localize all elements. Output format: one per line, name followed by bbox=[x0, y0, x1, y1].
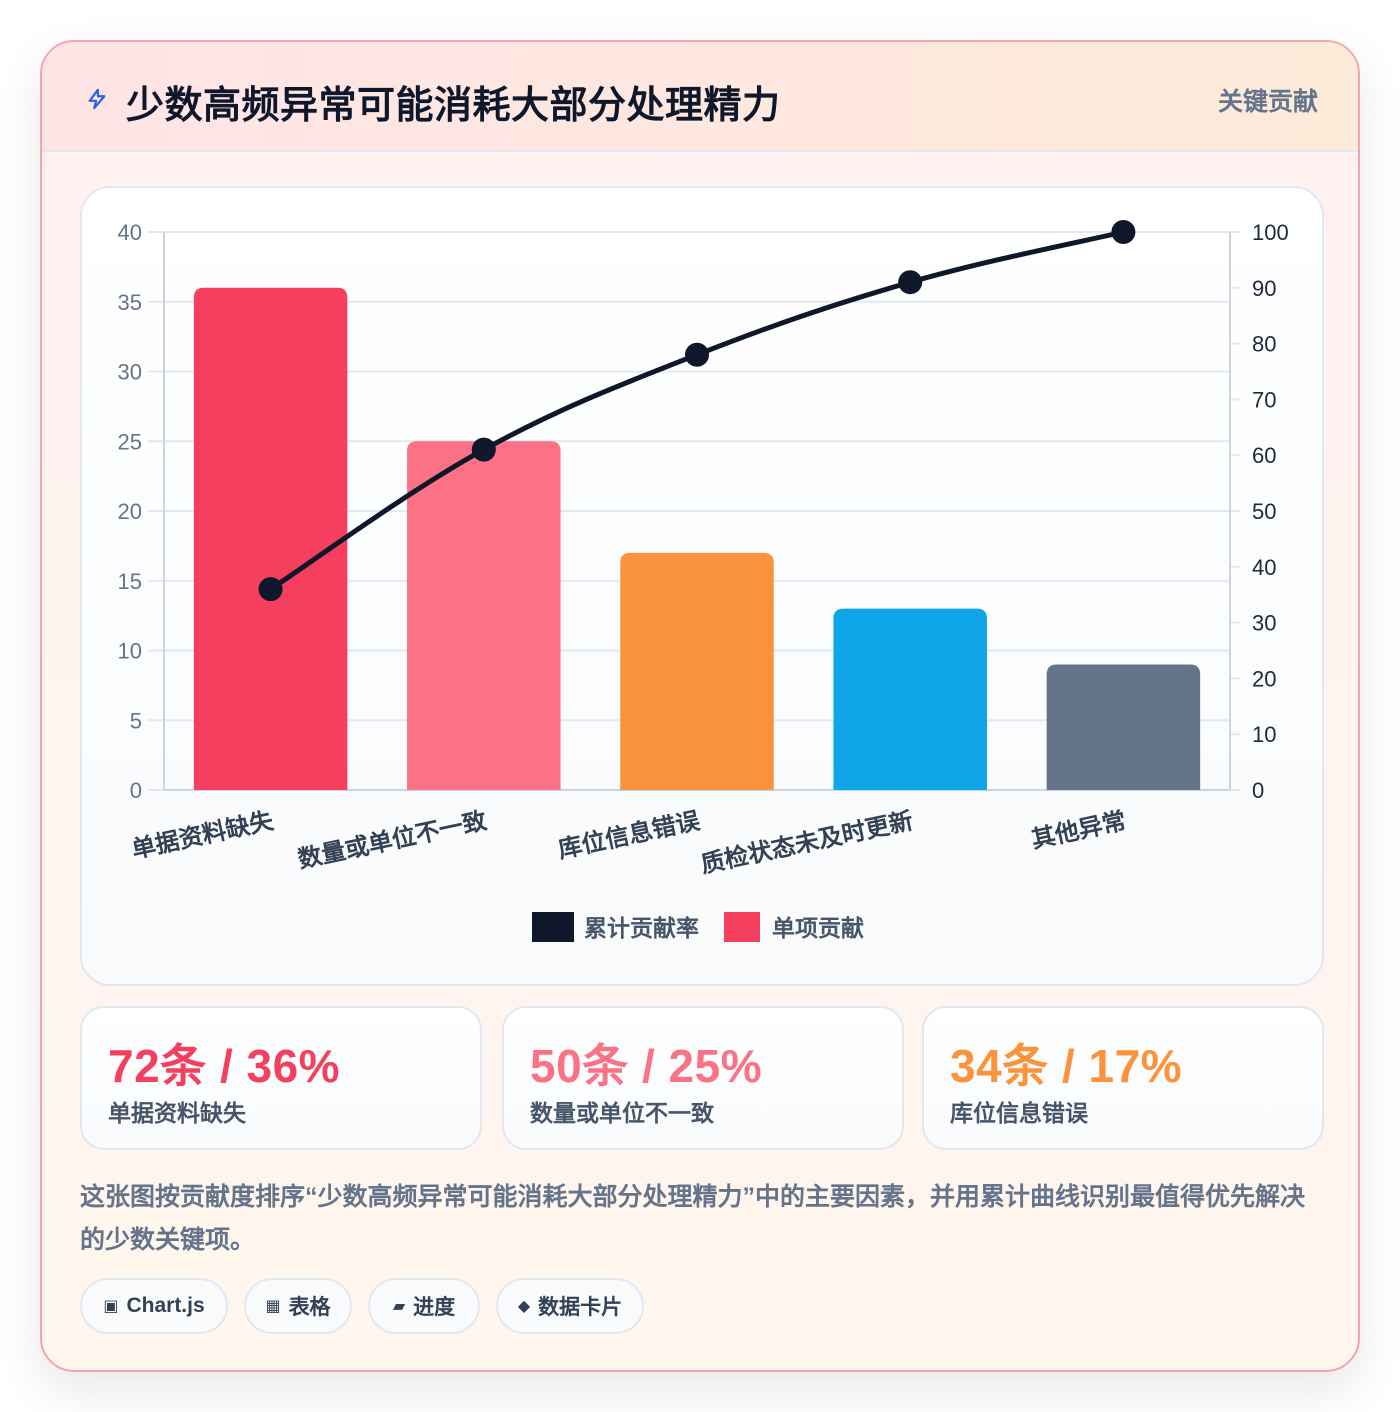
legend-label: 单项贡献 bbox=[772, 915, 864, 941]
chip-label: 数据卡片 bbox=[538, 1296, 623, 1319]
stat-card-3: 34条 / 17% 库位信息错误 bbox=[922, 1006, 1324, 1150]
chart-panel: 0 5 10 15 20 25 30 35 40 0 10 20 30 40 50 60 70 80 90 100 单据… bbox=[80, 186, 1324, 986]
cumulative-point bbox=[258, 577, 283, 602]
y-right-tick-label: 100 bbox=[1252, 220, 1289, 245]
stat-value: 72条 / 36% bbox=[108, 1040, 341, 1092]
table-grid-icon: ▦ bbox=[265, 1298, 281, 1315]
legend-label: 累计贡献率 bbox=[584, 915, 699, 941]
bar bbox=[1046, 664, 1201, 790]
y-right-tick-label: 50 bbox=[1252, 499, 1276, 524]
stat-label: 单据资料缺失 bbox=[108, 1100, 246, 1126]
stat-card-2: 50条 / 25% 数量或单位不一致 bbox=[502, 1006, 904, 1150]
cumulative-line bbox=[268, 229, 1126, 592]
diamond-icon: ◆ bbox=[517, 1298, 531, 1315]
y-right-tick-label: 0 bbox=[1252, 778, 1264, 803]
cumulative-point bbox=[1111, 220, 1136, 244]
bar bbox=[407, 441, 561, 790]
key-contribution-badge: 关键贡献 bbox=[1217, 88, 1318, 116]
stat-label: 库位信息错误 bbox=[950, 1100, 1088, 1126]
pareto-chart: 0 5 10 15 20 25 30 35 40 0 10 20 30 40 50 60 70 80 90 100 单据… bbox=[118, 220, 1289, 942]
y-left-tick-label: 40 bbox=[118, 220, 142, 245]
y-left-tick-label: 10 bbox=[118, 639, 142, 664]
x-tick-label: 数量或单位不一致 bbox=[295, 806, 490, 874]
stat-card-1: 72条 / 36% 单据资料缺失 bbox=[80, 1006, 482, 1150]
y-right-tick-label: 70 bbox=[1252, 387, 1276, 412]
stat-label: 数量或单位不一致 bbox=[530, 1100, 714, 1126]
card-header: 少数高频异常可能消耗大部分处理精力 关键贡献 bbox=[42, 42, 1358, 152]
lightning-bolt-icon bbox=[88, 88, 106, 110]
chart-description: 这张图按贡献度排序“少数高频异常可能消耗大部分处理精力”中的主要因素，并用累计曲… bbox=[80, 1183, 1306, 1254]
y-right-tick-label: 40 bbox=[1252, 555, 1276, 580]
y-left-tick-label: 30 bbox=[118, 360, 142, 385]
x-tick-label: 其他异常 bbox=[1029, 807, 1129, 853]
chip-label: 进度 bbox=[413, 1296, 456, 1319]
legend-swatch bbox=[532, 912, 574, 942]
y-left-tick-label: 25 bbox=[118, 429, 142, 454]
y-right-tick-label: 10 bbox=[1252, 722, 1276, 747]
stat-value: 34条 / 17% bbox=[950, 1040, 1183, 1092]
x-tick-label: 库位信息错误 bbox=[556, 806, 704, 864]
y-right-tick-label: 60 bbox=[1252, 443, 1276, 468]
cumulative-point bbox=[685, 342, 709, 367]
stat-value: 50条 / 25% bbox=[530, 1040, 763, 1092]
chip-label: 表格 bbox=[288, 1296, 331, 1319]
x-tick-label: 质检状态未及时更新 bbox=[698, 806, 915, 878]
y-left-tick-label: 5 bbox=[130, 708, 142, 733]
bar bbox=[193, 287, 348, 790]
progress-bar-icon: ▰ bbox=[392, 1298, 406, 1315]
y-left-tick-label: 0 bbox=[130, 778, 142, 803]
card-title: 少数高频异常可能消耗大部分处理精力 bbox=[126, 85, 781, 127]
bar bbox=[833, 608, 987, 790]
cumulative-point bbox=[471, 437, 496, 462]
y-right-tick-label: 30 bbox=[1252, 611, 1276, 636]
chip-data-card[interactable]: ◆ 数据卡片 bbox=[496, 1278, 644, 1334]
y-right-tick-label: 20 bbox=[1252, 666, 1276, 691]
bar bbox=[620, 552, 774, 790]
legend-swatch bbox=[724, 912, 760, 942]
chart-square-icon: ▣ bbox=[103, 1298, 119, 1315]
x-tick-label: 单据资料缺失 bbox=[129, 806, 277, 864]
chip-table[interactable]: ▦ 表格 bbox=[244, 1278, 352, 1334]
y-right-tick-label: 80 bbox=[1252, 332, 1276, 357]
chip-label: Chart.js bbox=[126, 1294, 205, 1317]
chart-card: 少数高频异常可能消耗大部分处理精力 关键贡献 0 5 10 15 20 25 30 35 40 0… bbox=[40, 40, 1360, 1372]
cumulative-point bbox=[898, 270, 923, 295]
y-left-tick-label: 35 bbox=[118, 290, 142, 315]
chip-chartjs[interactable]: ▣ Chart.js bbox=[80, 1278, 228, 1334]
y-right-tick-label: 90 bbox=[1252, 276, 1276, 301]
y-left-tick-label: 20 bbox=[118, 499, 142, 524]
chip-progress[interactable]: ▰ 进度 bbox=[368, 1278, 480, 1334]
y-left-tick-label: 15 bbox=[118, 569, 142, 594]
